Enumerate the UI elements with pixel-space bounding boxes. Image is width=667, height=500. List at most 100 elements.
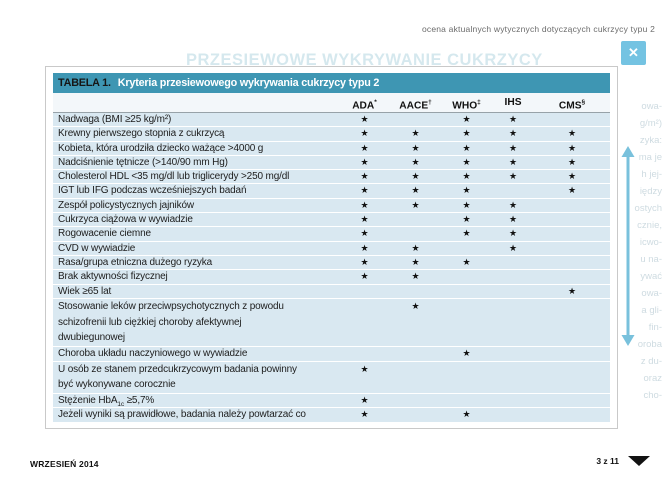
- star-mark: ★: [360, 214, 369, 225]
- star-mark: ★: [462, 348, 471, 359]
- table-row: Nadwaga (BMI ≥25 kg/m²) ★ ★ ★: [53, 113, 610, 128]
- column-header-ada: ADA*: [352, 99, 377, 112]
- star-mark: ★: [567, 142, 577, 153]
- empty-mark: [390, 408, 441, 421]
- star-mark: ★: [508, 242, 518, 253]
- row-label: Nadwaga (BMI ≥25 kg/m²): [58, 114, 172, 125]
- table-row: Krewny pierwszego stopnia z cukrzycą ★ ★ ★ ★…: [53, 127, 610, 142]
- star-mark: ★: [462, 171, 471, 182]
- background-text-fragment: cznie,: [637, 220, 662, 231]
- empty-mark: [441, 270, 492, 283]
- background-section-title: PRZESIEWOWE WYKRYWANIE CUKRZYCY: [186, 51, 543, 69]
- empty-mark: [441, 285, 492, 298]
- background-text-fragment: oraz: [643, 373, 662, 384]
- empty-mark: [441, 242, 492, 255]
- row-label: Brak aktywności fizycznej: [58, 271, 168, 283]
- empty-mark: [492, 347, 534, 360]
- row-label: Choroba układu naczyniowego w wywiadzie: [58, 348, 248, 360]
- empty-mark: [534, 199, 610, 212]
- empty-mark: [339, 285, 390, 298]
- table-row: Jeżeli wyniki są prawidłowe, badania nal…: [53, 408, 610, 423]
- star-mark: ★: [360, 185, 369, 196]
- empty-mark: [534, 347, 610, 360]
- table-title-bar: TABELA 1. Kryteria przesiewowego wykrywa…: [53, 73, 610, 93]
- star-mark: ★: [508, 199, 518, 210]
- star-mark: ★: [411, 156, 420, 167]
- empty-mark: [441, 299, 492, 346]
- table-row: Kobieta, która urodziła dziecko ważące >…: [53, 141, 610, 156]
- row-label: Cukrzyca ciążowa w wywiadzie: [58, 214, 193, 226]
- star-mark: ★: [462, 128, 471, 139]
- table-row: IGT lub IFG podczas wcześniejszych badań…: [53, 184, 610, 199]
- table-panel: TABELA 1. Kryteria przesiewowego wykrywa…: [45, 66, 618, 429]
- table-number-label: TABELA 1.: [58, 77, 111, 89]
- background-text-fragment: h jej-: [641, 169, 662, 180]
- star-mark: ★: [360, 395, 369, 406]
- background-text-fragment: g/m²): [639, 118, 662, 129]
- star-mark: ★: [567, 171, 577, 182]
- row-label: Nadciśnienie tętnicze (>140/90 mm Hg): [58, 156, 228, 168]
- pagination: 3 z 11: [596, 456, 650, 466]
- background-text-fragment: a gli-: [641, 305, 662, 316]
- empty-mark: [492, 362, 534, 394]
- empty-mark: [534, 362, 610, 394]
- issue-date: WRZESIEŃ 2014: [30, 459, 99, 469]
- empty-mark: [534, 227, 610, 240]
- row-label: Wiek ≥65 lat: [58, 285, 112, 297]
- empty-mark: [390, 113, 441, 126]
- column-header-ihs: IHS: [504, 97, 522, 108]
- star-mark: ★: [462, 199, 471, 210]
- empty-mark: [492, 408, 534, 421]
- star-mark: ★: [508, 114, 518, 124]
- background-text-fragment: fin-: [648, 322, 662, 333]
- close-button[interactable]: ✕: [621, 41, 646, 65]
- empty-mark: [492, 184, 534, 197]
- empty-mark: [390, 362, 441, 394]
- star-mark: ★: [462, 185, 471, 196]
- running-head: ocena aktualnych wytycznych dotyczących …: [421, 24, 655, 34]
- empty-mark: [492, 299, 534, 346]
- empty-mark: [390, 213, 441, 226]
- star-mark: ★: [462, 256, 471, 267]
- table-row: Brak aktywności fizycznej ★ ★: [53, 270, 610, 285]
- star-mark: ★: [462, 409, 471, 420]
- star-mark: ★: [567, 128, 577, 139]
- table-row: Nadciśnienie tętnicze (>140/90 mm Hg) ★ ★ ★…: [53, 155, 610, 171]
- star-mark: ★: [360, 156, 369, 167]
- star-mark: ★: [411, 185, 420, 196]
- star-mark: ★: [462, 228, 471, 239]
- star-mark: ★: [360, 228, 369, 239]
- next-page-icon[interactable]: [628, 456, 650, 466]
- star-mark: ★: [567, 185, 577, 196]
- empty-mark: [492, 394, 534, 407]
- scroll-range-arrow[interactable]: [619, 146, 637, 346]
- row-label: Jeżeli wyniki są prawidłowe, badania nal…: [58, 409, 306, 421]
- star-mark: ★: [411, 256, 420, 267]
- background-text-fragment: cho-: [643, 390, 662, 401]
- star-mark: ★: [360, 363, 369, 374]
- star-mark: ★: [567, 156, 577, 167]
- background-text-fragment: z du-: [640, 356, 662, 367]
- background-text-fragment: ywać: [640, 271, 662, 282]
- star-mark: ★: [360, 409, 369, 420]
- arrow-up-icon: [621, 146, 635, 157]
- column-header-row: ADA* AACE† WHO‡ IHS CMS§: [53, 93, 610, 113]
- star-mark: ★: [360, 142, 369, 153]
- row-label: Krewny pierwszego stopnia z cukrzycą: [58, 128, 225, 140]
- table-row: Rasa/grupa etniczna dużego ryzyka ★ ★ ★: [53, 255, 610, 271]
- background-text-fragment: owa-: [641, 288, 662, 299]
- star-mark: ★: [411, 242, 420, 253]
- empty-mark: [534, 242, 610, 255]
- star-mark: ★: [411, 271, 420, 282]
- star-mark: ★: [360, 114, 369, 124]
- empty-mark: [390, 394, 441, 407]
- background-text-fragment: u na-: [640, 254, 662, 265]
- background-text-fragment: icwo-: [639, 237, 662, 248]
- empty-mark: [534, 256, 610, 269]
- star-mark: ★: [508, 228, 518, 239]
- star-mark: ★: [508, 156, 518, 167]
- arrow-down-icon: [621, 335, 635, 346]
- row-label: Zespół policystycznych jajników: [58, 199, 194, 211]
- star-mark: ★: [508, 171, 518, 182]
- column-header-who: WHO‡: [452, 99, 481, 112]
